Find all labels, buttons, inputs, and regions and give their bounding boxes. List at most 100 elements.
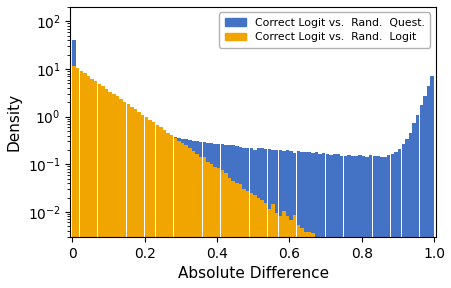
Y-axis label: Density: Density [7,93,22,151]
Bar [346,253,350,288]
Bar [332,253,336,288]
Bar [422,96,426,288]
Bar [198,143,202,288]
Bar [90,79,94,288]
Bar [72,40,76,288]
Bar [296,225,299,288]
Bar [263,149,267,288]
Bar [119,99,123,288]
Bar [148,133,152,288]
Bar [314,241,318,288]
Bar [191,151,195,288]
Bar [94,112,97,288]
Bar [159,136,162,288]
Bar [166,133,170,288]
Bar [328,259,332,288]
Bar [419,105,422,288]
Bar [368,156,372,288]
Bar [325,154,328,288]
Bar [101,117,105,288]
Bar [126,127,130,288]
Bar [303,232,307,288]
Bar [184,139,188,288]
Bar [148,120,152,288]
Bar [76,85,79,288]
Bar [155,125,159,288]
Bar [235,183,238,288]
Bar [292,153,296,288]
Bar [343,253,346,288]
Bar [101,86,105,288]
Bar [253,195,256,288]
Bar [155,135,159,288]
Bar [328,155,332,288]
Bar [216,144,220,288]
Bar [141,131,144,288]
Bar [90,109,94,288]
Bar [303,152,307,288]
Bar [415,115,419,288]
Bar [159,127,162,288]
Bar [256,198,260,288]
Bar [382,156,386,288]
Bar [173,137,177,288]
Bar [357,155,361,288]
Bar [180,139,184,288]
Bar [180,143,184,288]
Bar [220,144,224,288]
Bar [141,115,144,288]
Bar [332,154,336,288]
Bar [289,220,292,288]
Bar [115,124,119,288]
Bar [115,96,119,288]
Bar [299,152,303,288]
Bar [292,215,296,288]
Bar [126,104,130,288]
Bar [133,129,137,288]
Bar [224,173,227,288]
Bar [307,232,310,288]
Bar [404,139,408,288]
Bar [278,216,281,288]
Bar [188,149,191,288]
Bar [289,151,292,288]
Bar [195,141,198,288]
Bar [249,193,253,288]
Bar [318,238,321,288]
Bar [336,154,339,288]
Bar [267,209,271,288]
Bar [220,170,224,288]
Bar [357,259,361,288]
Bar [123,127,126,288]
Bar [242,189,245,288]
Bar [299,228,303,288]
Bar [170,137,173,288]
Bar [245,148,249,288]
Bar [307,152,310,288]
Bar [321,154,325,288]
Bar [195,154,198,288]
Bar [263,204,267,288]
Bar [227,145,231,288]
Bar [123,102,126,288]
Bar [314,152,318,288]
Bar [209,143,213,288]
Bar [267,149,271,288]
Bar [198,157,202,288]
X-axis label: Absolute Difference: Absolute Difference [177,266,328,281]
Bar [364,157,368,288]
Bar [285,217,289,288]
Bar [83,73,87,288]
Bar [321,243,325,288]
Bar [245,191,249,288]
Bar [379,157,382,288]
Bar [382,278,386,288]
Bar [256,148,260,288]
Bar [386,278,390,288]
Bar [162,130,166,288]
Bar [227,178,231,288]
Bar [361,156,364,288]
Bar [281,151,285,288]
Bar [130,128,133,288]
Bar [274,213,278,288]
